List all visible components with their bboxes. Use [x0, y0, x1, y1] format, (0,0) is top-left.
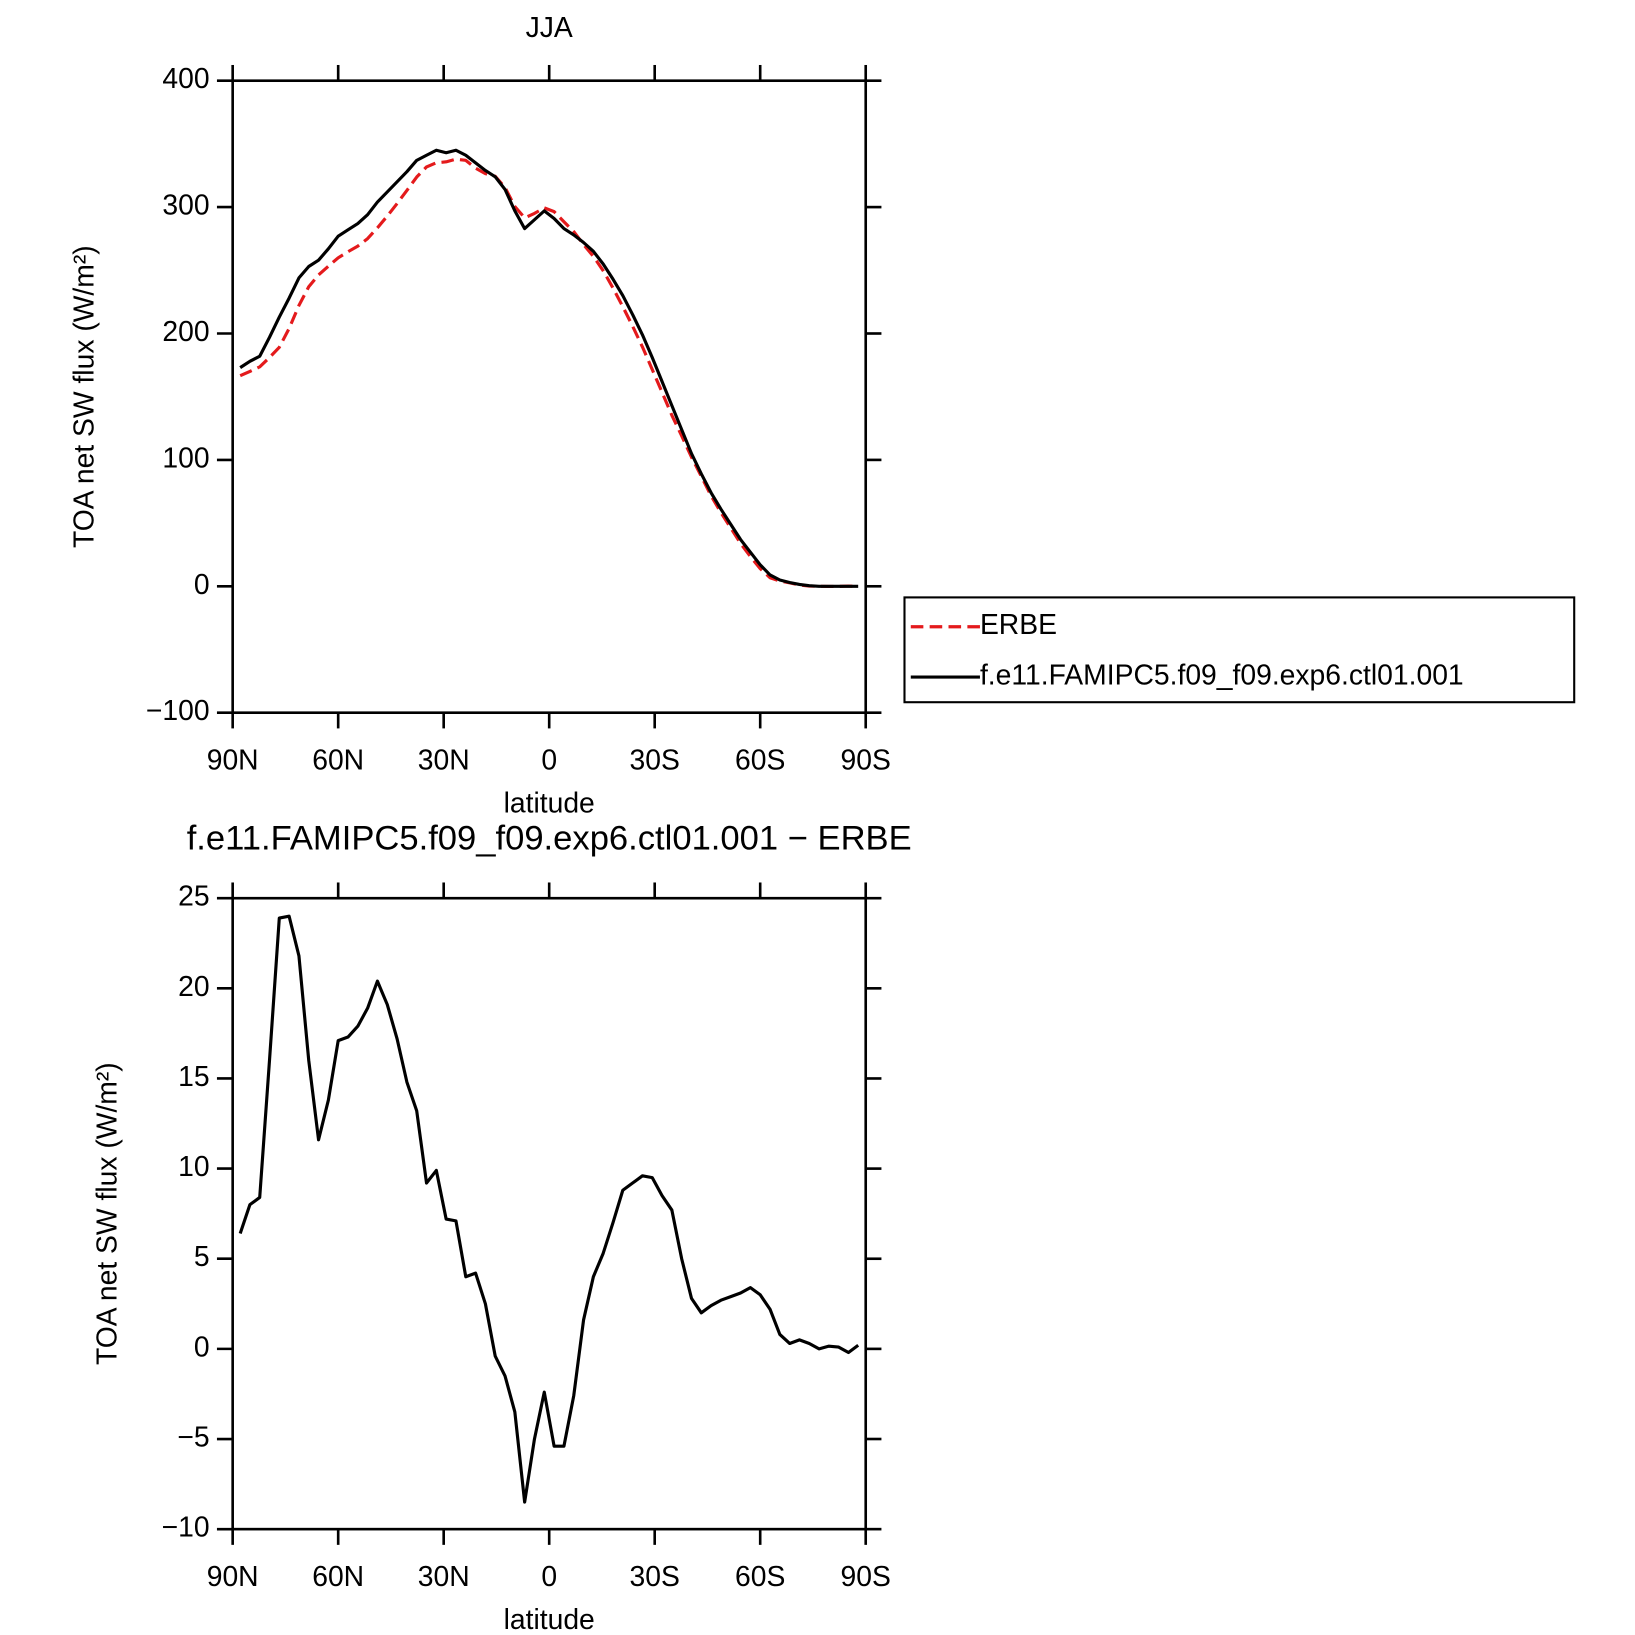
y-tick-label: 10 [178, 1150, 209, 1182]
y-tick-label: 300 [162, 189, 209, 221]
y-tick-label: 400 [162, 62, 209, 94]
y-tick-label: 5 [194, 1240, 210, 1272]
plot-frame [231, 896, 868, 1531]
x-axis-label: latitude [504, 786, 595, 818]
plot-frame [231, 79, 868, 715]
data-line [239, 148, 859, 588]
x-tick-label: 30N [418, 1560, 470, 1592]
x-tick-label: 30S [630, 1560, 680, 1592]
x-tick-label: 90N [207, 743, 259, 775]
x-tick-label: 60S [735, 1560, 785, 1592]
legend-box [903, 596, 1576, 704]
y-tick-label: 15 [178, 1060, 209, 1092]
chart-title: JJA [526, 11, 573, 43]
x-tick-label: 30N [418, 743, 470, 775]
y-tick-label: 20 [178, 970, 209, 1002]
y-axis-label: TOA net SW flux (W/m²) [90, 1062, 122, 1365]
legend-label: ERBE [980, 608, 1057, 640]
y-tick-label: 200 [162, 315, 209, 347]
y-tick-label: −100 [146, 694, 210, 726]
y-tick-label: −5 [177, 1420, 209, 1452]
x-axis-label: latitude [504, 1603, 595, 1635]
x-tick-label: 60N [312, 743, 364, 775]
x-tick-label: 60N [312, 1560, 364, 1592]
y-axis-label: TOA net SW flux (W/m²) [67, 245, 99, 548]
chart-title: f.e11.FAMIPC5.f09_f09.exp6.ctl01.001 − E… [187, 820, 912, 858]
y-tick-label: 0 [194, 1330, 210, 1362]
data-line [239, 157, 859, 589]
y-tick-label: −10 [162, 1511, 210, 1543]
data-line [238, 914, 860, 1504]
x-tick-label: 90S [841, 1560, 891, 1592]
x-tick-label: 90N [207, 1560, 259, 1592]
y-tick-label: 100 [162, 441, 209, 473]
x-tick-label: 0 [541, 743, 557, 775]
x-tick-label: 90S [841, 743, 891, 775]
y-tick-label: 0 [194, 568, 210, 600]
x-tick-label: 60S [735, 743, 785, 775]
x-tick-label: 30S [630, 743, 680, 775]
legend-label: f.e11.FAMIPC5.f09_f09.exp6.ctl01.001 [980, 659, 1464, 691]
y-tick-label: 25 [178, 880, 209, 912]
x-tick-label: 0 [541, 1560, 557, 1592]
